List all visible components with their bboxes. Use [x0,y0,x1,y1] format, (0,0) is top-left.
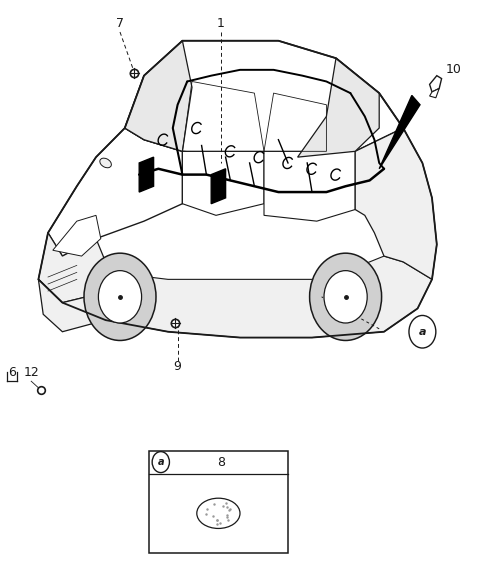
Polygon shape [125,41,403,157]
Circle shape [310,253,382,340]
Polygon shape [430,88,439,98]
Text: 12: 12 [24,366,39,379]
Polygon shape [355,128,437,279]
Text: a: a [419,327,426,337]
Ellipse shape [100,158,111,168]
Text: 7: 7 [116,17,124,30]
Polygon shape [48,128,182,256]
Circle shape [409,315,436,348]
Polygon shape [38,233,106,303]
Text: 9: 9 [174,360,181,373]
Ellipse shape [197,498,240,528]
Polygon shape [182,151,264,215]
Text: 1: 1 [217,17,225,30]
Polygon shape [38,279,106,332]
Polygon shape [298,58,379,157]
Polygon shape [53,215,101,256]
Polygon shape [430,76,442,92]
Circle shape [98,271,142,323]
Text: 8: 8 [217,456,225,469]
Polygon shape [139,157,154,192]
Polygon shape [264,151,355,221]
Circle shape [324,271,367,323]
Text: 6: 6 [8,366,16,379]
Circle shape [84,253,156,340]
Text: 10: 10 [445,63,462,76]
Polygon shape [125,41,192,151]
Circle shape [152,452,169,473]
Text: a: a [157,457,164,467]
Polygon shape [86,256,432,338]
Polygon shape [211,169,226,204]
FancyBboxPatch shape [149,451,288,553]
Polygon shape [379,95,420,169]
